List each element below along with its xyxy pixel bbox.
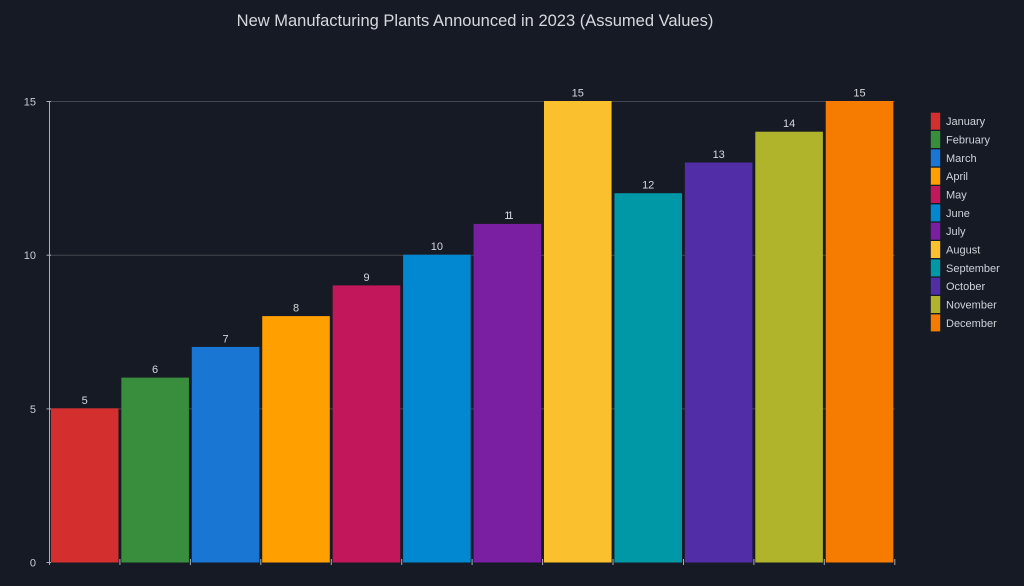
svg-text:9: 9 — [363, 272, 369, 284]
svg-text:6: 6 — [152, 364, 158, 376]
svg-text:0: 0 — [30, 558, 36, 570]
svg-text:11: 11 — [504, 210, 513, 222]
svg-text:5: 5 — [30, 404, 36, 416]
svg-text:10: 10 — [431, 241, 443, 253]
svg-text:5: 5 — [82, 395, 88, 407]
svg-text:15: 15 — [853, 88, 865, 100]
svg-text:October: October — [946, 281, 985, 293]
svg-text:New Manufacturing Plants Annou: New Manufacturing Plants Announced in 20… — [237, 12, 714, 30]
svg-text:14: 14 — [783, 118, 795, 130]
svg-text:March: March — [946, 153, 977, 165]
svg-text:10: 10 — [24, 250, 36, 262]
svg-text:November: November — [946, 300, 997, 312]
svg-text:December: December — [946, 318, 997, 330]
svg-text:7: 7 — [223, 333, 229, 345]
svg-text:13: 13 — [713, 149, 725, 161]
svg-text:February: February — [946, 135, 991, 147]
svg-text:August: August — [946, 245, 980, 257]
svg-text:8: 8 — [293, 303, 299, 315]
svg-text:July: July — [946, 226, 966, 238]
svg-text:12: 12 — [642, 180, 654, 192]
svg-text:May: May — [946, 190, 967, 202]
svg-text:April: April — [946, 171, 968, 183]
svg-text:15: 15 — [24, 97, 36, 109]
svg-text:September: September — [946, 263, 1000, 275]
svg-text:January: January — [946, 116, 986, 128]
svg-text:15: 15 — [572, 88, 584, 100]
svg-text:June: June — [946, 208, 970, 220]
